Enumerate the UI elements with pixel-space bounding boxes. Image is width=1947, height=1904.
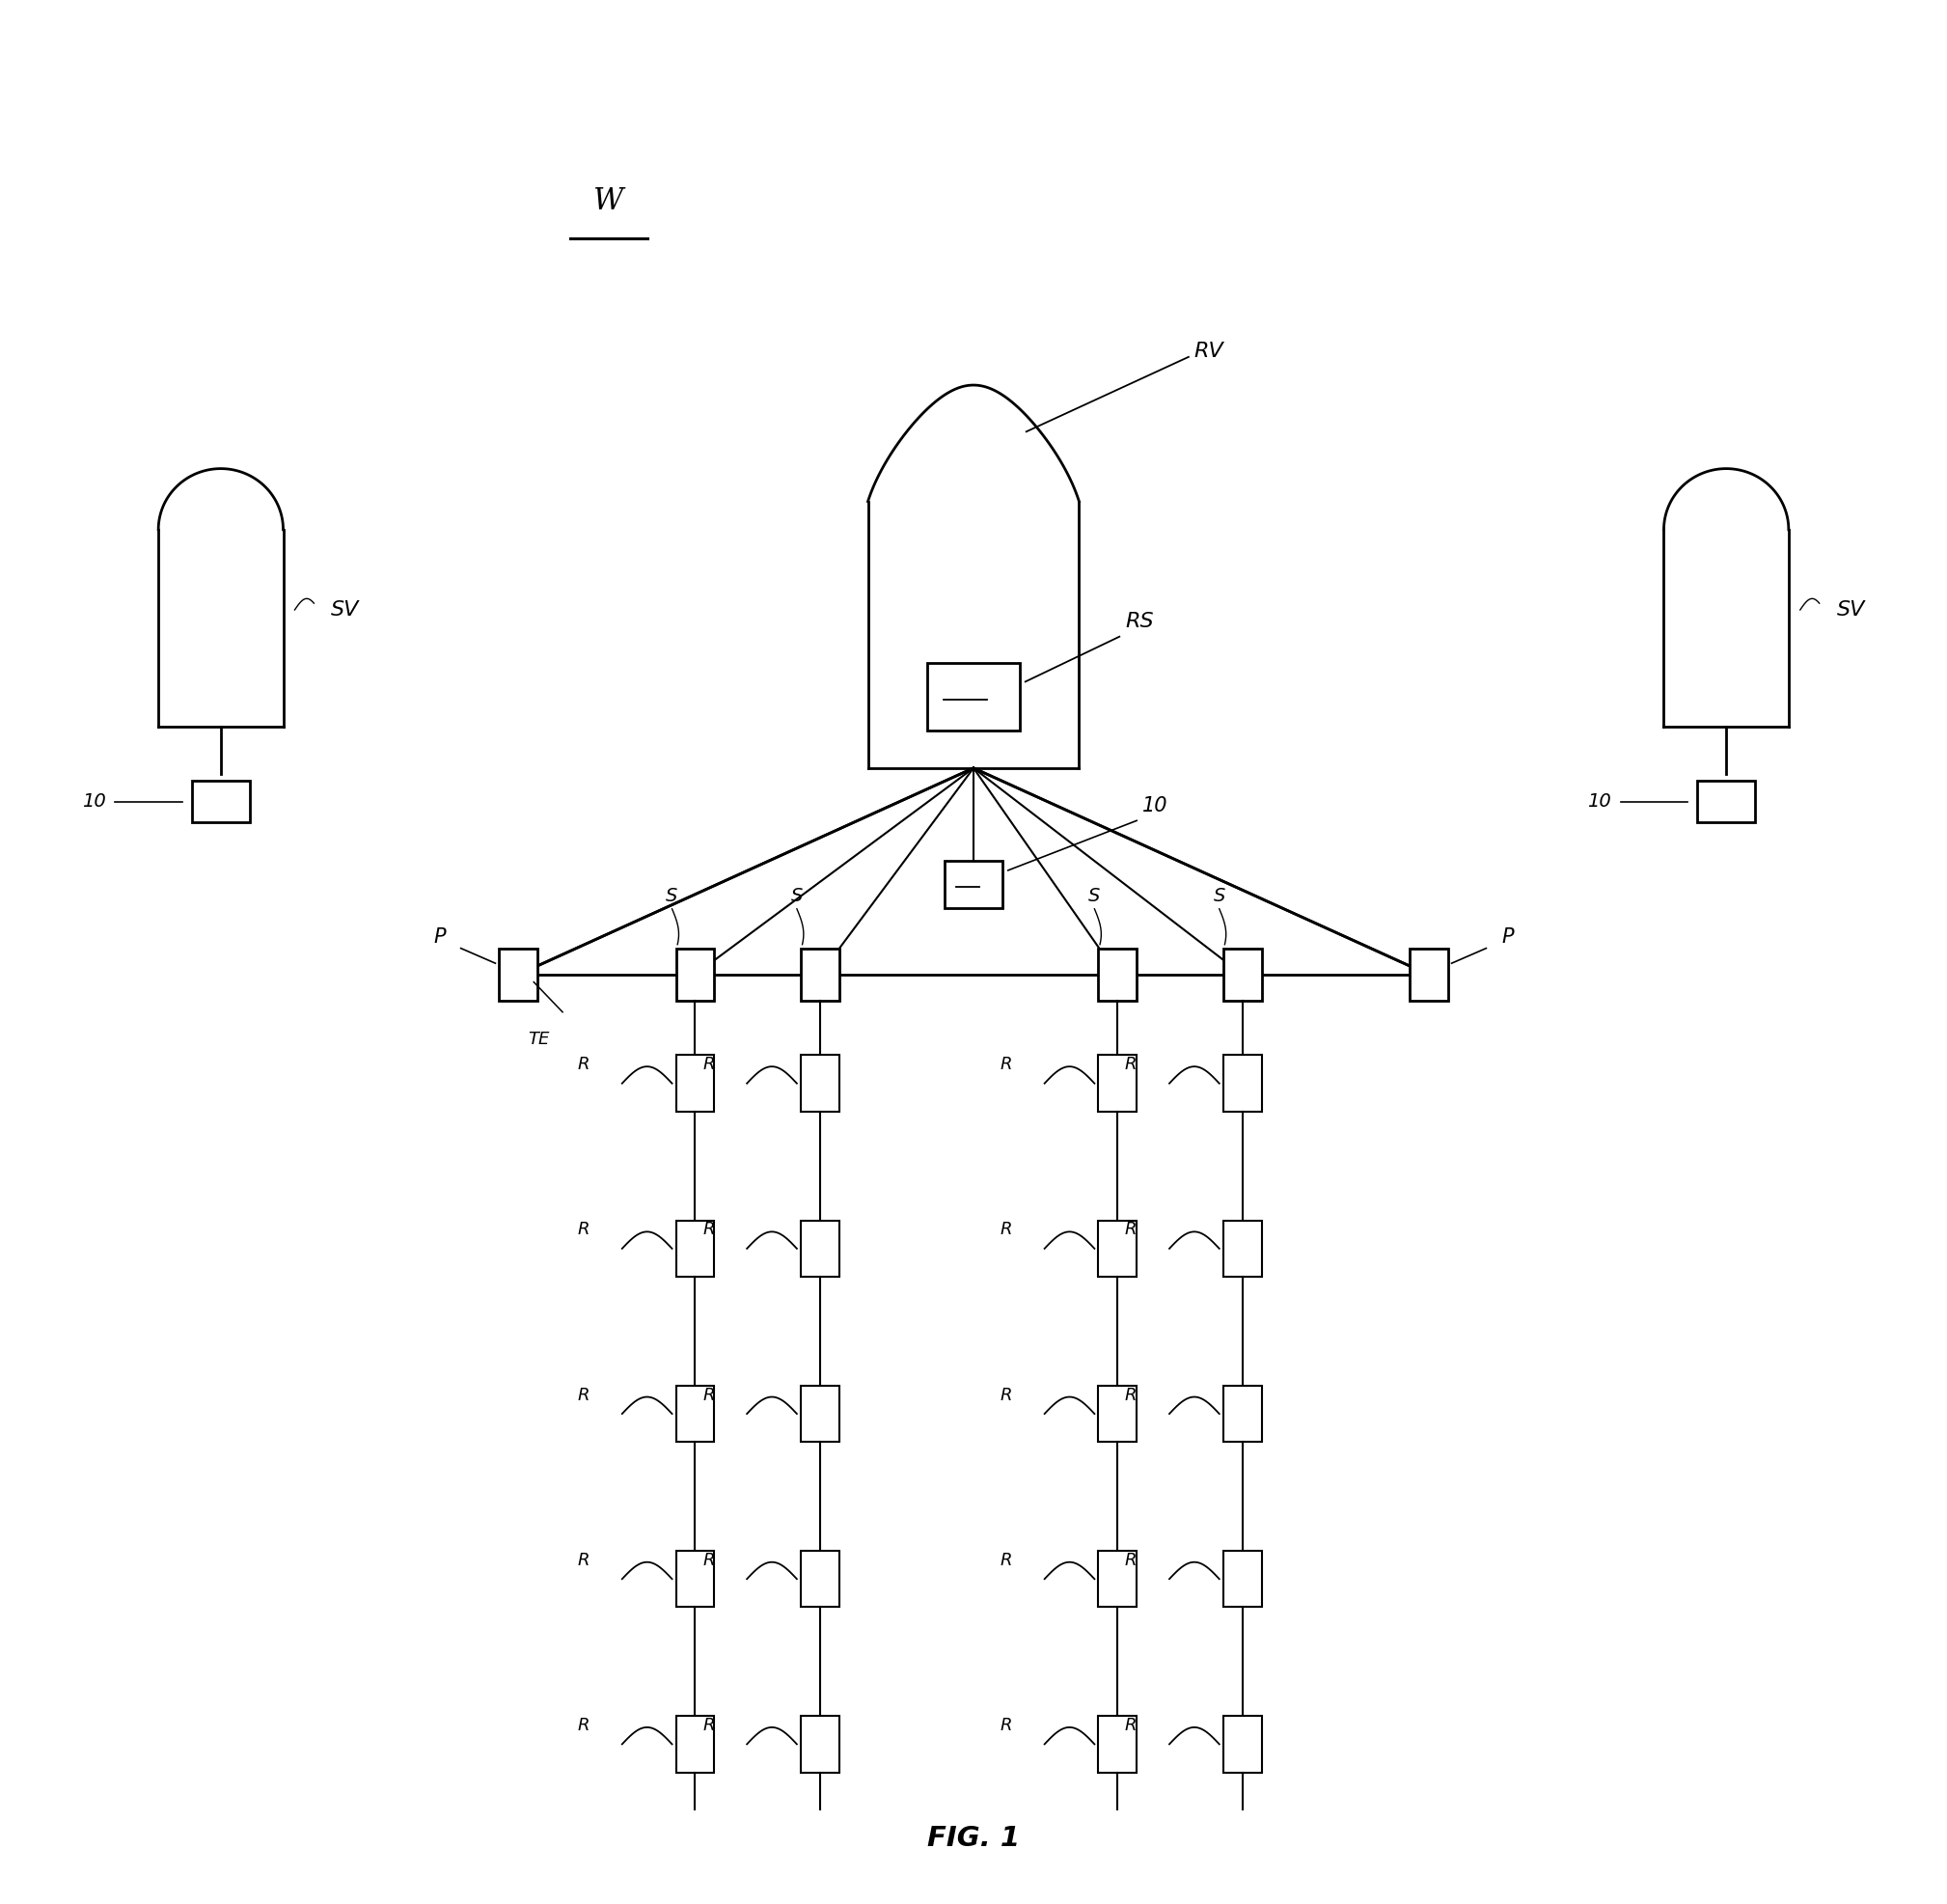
Text: R: R <box>578 1220 590 1238</box>
Bar <box>676 1220 715 1278</box>
Text: W: W <box>594 187 623 215</box>
Text: R: R <box>1001 1717 1012 1735</box>
Text: R: R <box>703 1717 715 1735</box>
Text: RV: RV <box>1194 341 1225 362</box>
Text: SV: SV <box>1836 600 1865 619</box>
Bar <box>1223 1386 1262 1441</box>
Text: R: R <box>703 1057 715 1074</box>
Text: SV: SV <box>331 600 360 619</box>
Text: 10: 10 <box>82 792 105 811</box>
Bar <box>800 1386 839 1441</box>
Text: R: R <box>1001 1552 1012 1569</box>
Text: S: S <box>790 887 802 904</box>
Text: S: S <box>666 887 678 904</box>
Text: R: R <box>578 1717 590 1735</box>
Bar <box>1223 1220 1262 1278</box>
Bar <box>868 501 1079 767</box>
Bar <box>676 1386 715 1441</box>
Bar <box>1410 948 1449 1002</box>
Text: 10: 10 <box>1587 792 1610 811</box>
Bar <box>927 663 1020 731</box>
Bar <box>1098 1552 1137 1607</box>
Text: P: P <box>1501 927 1513 946</box>
Bar <box>1698 781 1754 823</box>
Text: R: R <box>1125 1220 1137 1238</box>
Bar <box>158 529 282 727</box>
Text: R: R <box>1001 1057 1012 1074</box>
Bar <box>193 781 249 823</box>
Polygon shape <box>158 468 282 529</box>
Bar <box>800 1552 839 1607</box>
Polygon shape <box>1665 468 1789 529</box>
Text: R: R <box>1001 1220 1012 1238</box>
Bar <box>800 1055 839 1112</box>
Text: R: R <box>703 1386 715 1403</box>
Polygon shape <box>518 767 1429 975</box>
Text: S: S <box>1088 887 1100 904</box>
Text: R: R <box>1125 1717 1137 1735</box>
Text: TE: TE <box>528 1030 549 1049</box>
Text: FIG. 1: FIG. 1 <box>927 1824 1020 1851</box>
Text: RS: RS <box>1125 611 1155 632</box>
Bar <box>1223 1055 1262 1112</box>
Text: R: R <box>1125 1552 1137 1569</box>
Bar <box>1223 1716 1262 1773</box>
Bar <box>800 948 839 1002</box>
Bar <box>1098 1220 1137 1278</box>
Text: R: R <box>578 1386 590 1403</box>
Bar <box>1098 1386 1137 1441</box>
Bar <box>1098 948 1137 1002</box>
Bar <box>1665 529 1789 727</box>
Text: S: S <box>1213 887 1225 904</box>
Text: R: R <box>578 1057 590 1074</box>
Polygon shape <box>868 385 1079 501</box>
Text: R: R <box>578 1552 590 1569</box>
Bar <box>800 1716 839 1773</box>
Bar <box>676 1055 715 1112</box>
Bar <box>676 1716 715 1773</box>
Bar <box>1098 1716 1137 1773</box>
Bar <box>1223 948 1262 1002</box>
Text: R: R <box>1125 1057 1137 1074</box>
Text: R: R <box>1125 1386 1137 1403</box>
Bar <box>498 948 537 1002</box>
Bar <box>944 861 1003 908</box>
Text: 10: 10 <box>1143 796 1168 815</box>
Bar <box>676 1552 715 1607</box>
Bar <box>1223 1552 1262 1607</box>
Bar <box>800 1220 839 1278</box>
Text: P: P <box>434 927 446 946</box>
Text: R: R <box>703 1220 715 1238</box>
Bar <box>676 948 715 1002</box>
Text: R: R <box>1001 1386 1012 1403</box>
Text: R: R <box>703 1552 715 1569</box>
Bar <box>1098 1055 1137 1112</box>
